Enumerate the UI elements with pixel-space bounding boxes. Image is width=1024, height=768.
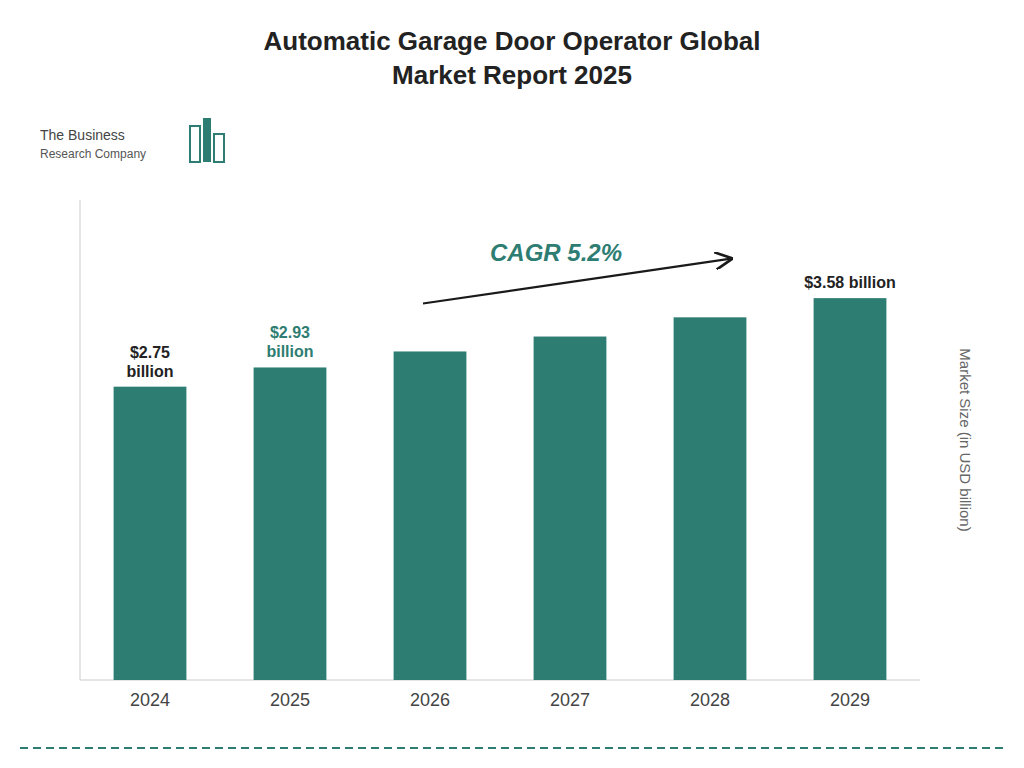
y-axis-line: [80, 200, 81, 680]
text-line: $2.93: [270, 324, 310, 341]
bar: [114, 387, 187, 680]
x-tick-label: 2024: [130, 690, 170, 710]
x-tick-label: 2026: [410, 690, 450, 710]
title: Automatic Garage Door Operator Global Mar…: [264, 26, 761, 90]
bar: [254, 367, 327, 680]
data-label: $2.93 billion: [266, 324, 313, 360]
text-line: Automatic Garage Door Operator Global: [264, 26, 761, 56]
logo-icon: [214, 134, 224, 162]
text-line: Market Report 2025: [392, 60, 632, 90]
logo-icon: [203, 118, 211, 162]
logo-text: The Business: [40, 127, 125, 143]
y-axis-label: Market Size (in USD billion): [957, 348, 974, 531]
data-label: $3.58 billion: [804, 274, 896, 291]
chart-container: Automatic Garage Door Operator Global Mar…: [0, 0, 1024, 768]
bar: [394, 351, 467, 680]
logo: The Business Research Company: [40, 118, 224, 162]
x-axis-line: [80, 680, 920, 681]
bars: [114, 298, 887, 680]
x-tick-label: 2028: [690, 690, 730, 710]
text-line: billion: [266, 343, 313, 360]
text-line: billion: [126, 363, 173, 380]
bar: [534, 337, 607, 680]
logo-text: Research Company: [40, 147, 146, 161]
logo-icon: [190, 126, 200, 162]
text-line: $2.75: [130, 344, 170, 361]
bar: [814, 298, 887, 680]
bar: [674, 317, 747, 680]
x-tick-label: 2025: [270, 690, 310, 710]
annotation: CAGR 5.2%: [490, 239, 622, 266]
text-line: $3.58 billion: [804, 274, 896, 291]
footer-line: [20, 747, 1004, 749]
x-tick-label: 2029: [830, 690, 870, 710]
x-tick-label: 2027: [550, 690, 590, 710]
chart-svg: Automatic Garage Door Operator Global Mar…: [0, 0, 1024, 768]
data-label: $2.75 billion: [126, 344, 173, 380]
